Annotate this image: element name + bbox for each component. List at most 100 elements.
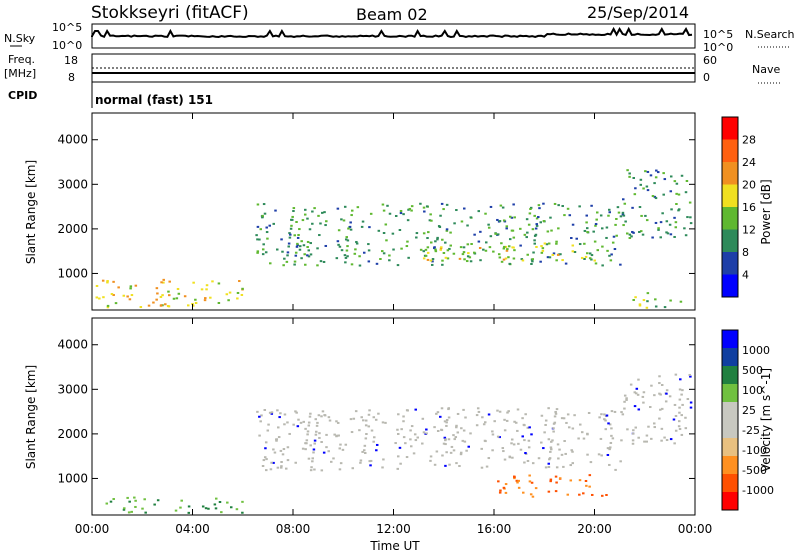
echo-cell	[299, 421, 303, 424]
echo-cell	[262, 243, 265, 246]
echo-cell	[236, 297, 239, 300]
echo-cell	[669, 175, 673, 178]
nsky-label: N.Sky	[4, 32, 36, 45]
echo-cell	[187, 304, 190, 307]
colorbar-tick-label: 500	[742, 364, 763, 377]
echo-cell	[316, 421, 319, 424]
beam-title: Beam 02	[356, 5, 428, 24]
echo-cell	[320, 441, 323, 444]
echo-cell	[313, 207, 316, 210]
echo-cell	[340, 218, 343, 221]
echo-cell	[414, 408, 417, 411]
echo-cell	[548, 458, 551, 461]
nave-label: Nave	[752, 63, 780, 76]
echo-cell	[141, 507, 144, 510]
echo-cell	[492, 250, 495, 253]
y-tick-label: 2000	[57, 427, 88, 441]
echo-cell	[191, 302, 194, 305]
echo-cell	[368, 226, 371, 229]
echo-cell	[435, 450, 439, 453]
echo-cell	[519, 448, 523, 451]
echo-cell	[344, 443, 348, 446]
echo-cell	[350, 214, 353, 217]
echo-cell	[342, 219, 346, 222]
echo-cell	[422, 232, 426, 235]
echo-cell	[615, 234, 618, 237]
echo-cell	[601, 264, 604, 267]
echo-cell	[258, 238, 261, 241]
echo-cell	[430, 241, 433, 244]
echo-cell	[439, 415, 442, 418]
x-axis-ticks: 00:00 04:00 08:00 12:00 16:00 20:00 00:00	[75, 113, 712, 536]
echo-cell	[674, 429, 678, 432]
echo-cell	[452, 434, 455, 437]
echo-cell	[464, 416, 467, 419]
echo-cell	[351, 467, 355, 470]
echo-cell	[657, 227, 660, 230]
echo-cell	[360, 225, 364, 228]
echo-cell	[491, 433, 495, 436]
echo-cell	[637, 436, 640, 439]
echo-cell	[625, 398, 628, 401]
echo-cell	[539, 221, 543, 224]
echo-cell	[448, 463, 451, 466]
echo-cell	[539, 260, 542, 263]
echo-cell	[370, 429, 374, 432]
echo-cell	[433, 463, 437, 466]
echo-cell	[552, 252, 556, 255]
echo-cell	[571, 427, 575, 430]
echo-cell	[347, 227, 350, 230]
echo-cell	[112, 280, 115, 283]
echo-cell	[322, 451, 326, 454]
echo-cell	[277, 426, 280, 429]
echo-cell	[218, 501, 222, 504]
echo-cell	[305, 442, 308, 445]
echo-cell	[354, 410, 358, 413]
echo-cell	[547, 462, 551, 465]
echo-cell	[510, 438, 514, 441]
echo-cell	[368, 460, 371, 463]
echo-cell	[670, 208, 673, 211]
echo-cell	[513, 249, 516, 252]
echo-cell	[296, 242, 299, 245]
echo-cell	[643, 440, 646, 443]
echo-cell	[344, 261, 347, 264]
echo-cell	[508, 215, 512, 218]
echo-cell	[502, 450, 505, 453]
echo-cell	[322, 260, 326, 263]
echo-cell	[487, 413, 491, 416]
echo-cell	[264, 441, 268, 444]
echo-cell	[680, 433, 684, 436]
echo-cell	[307, 424, 311, 427]
echo-cell	[673, 403, 677, 406]
echo-cell	[524, 452, 527, 455]
date-title: 25/Sep/2014	[587, 3, 689, 22]
echo-cell	[166, 305, 170, 308]
echo-cell	[645, 185, 649, 188]
echo-cell	[283, 257, 286, 260]
echo-cell	[288, 236, 292, 239]
echo-cell	[203, 299, 207, 302]
echo-cell	[642, 299, 646, 302]
echo-cell	[637, 408, 641, 411]
echo-cell	[369, 464, 372, 467]
echo-cell	[634, 426, 637, 429]
echo-cell	[675, 192, 678, 195]
colorbar-tick-label: -100	[742, 444, 767, 457]
echo-cell	[610, 410, 614, 413]
echo-cell	[261, 464, 265, 467]
nave-tick-bottom: 0	[703, 71, 710, 84]
echo-cell	[491, 430, 494, 433]
echo-cell	[214, 507, 218, 510]
echo-cell	[276, 466, 280, 469]
echo-cell	[531, 495, 535, 498]
echo-cell	[324, 224, 327, 227]
echo-cell	[677, 209, 680, 212]
colorbar-swatch	[722, 492, 738, 511]
echo-cell	[444, 241, 447, 244]
echo-cell	[159, 295, 163, 298]
echo-cell	[689, 406, 693, 409]
echo-cell	[575, 237, 578, 240]
power-colorbar: 4 8 12 16 20 24 28	[721, 116, 756, 298]
echo-cell	[528, 480, 532, 483]
